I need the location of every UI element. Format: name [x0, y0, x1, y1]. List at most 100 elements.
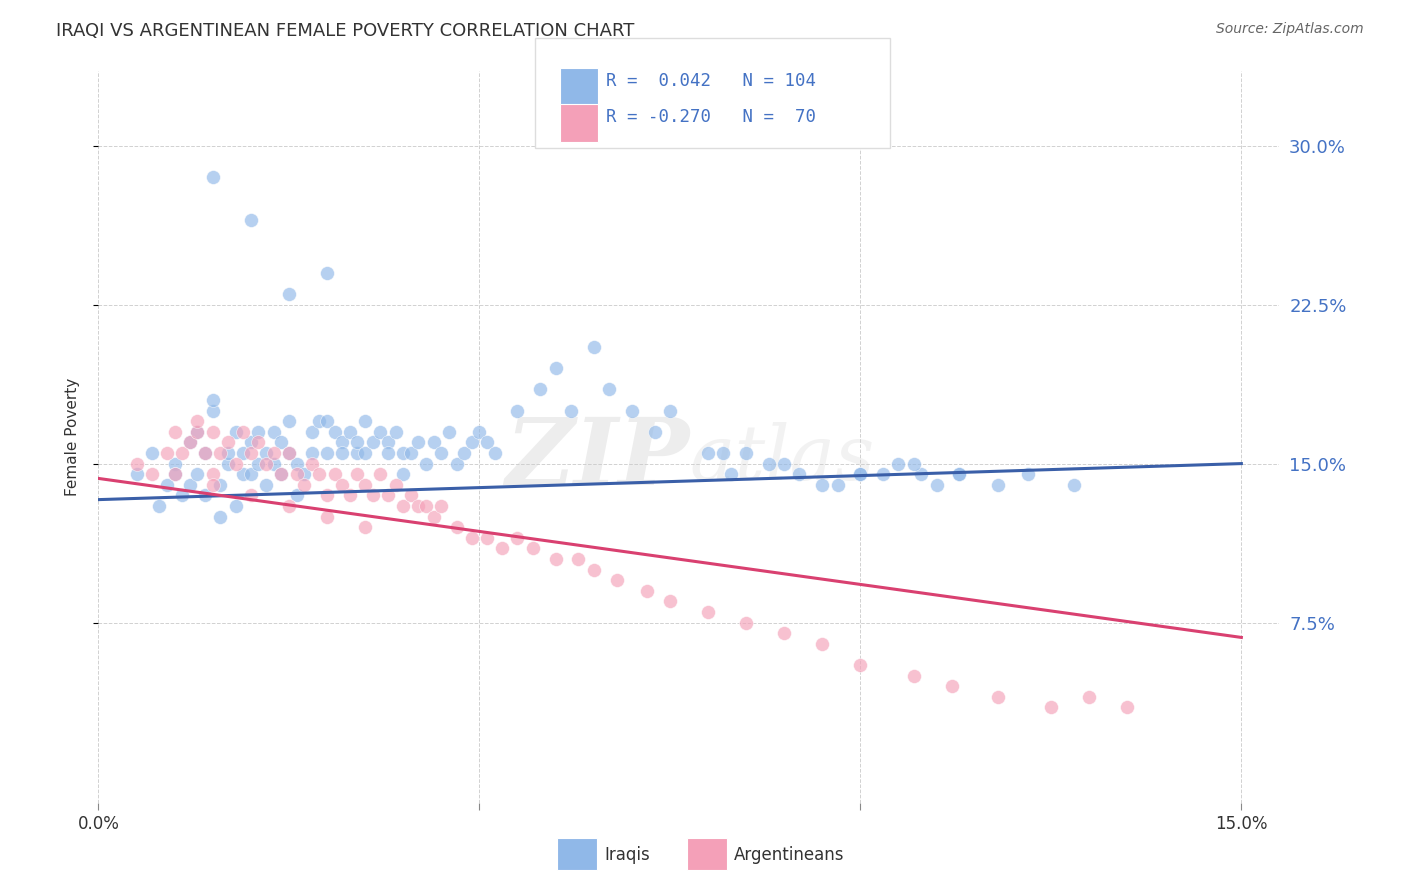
Point	[437, 425, 460, 439]
Point	[217, 446, 239, 460]
Point	[453, 446, 475, 460]
Point	[773, 626, 796, 640]
Point	[567, 552, 589, 566]
Point	[186, 425, 208, 439]
Point	[292, 477, 315, 491]
Point	[446, 520, 468, 534]
Point	[903, 457, 925, 471]
Text: R = -0.270   N =  70: R = -0.270 N = 70	[606, 109, 817, 127]
Point	[125, 457, 148, 471]
Point	[194, 446, 217, 460]
Point	[598, 383, 620, 397]
Text: Argentineans: Argentineans	[734, 847, 845, 864]
Point	[330, 446, 353, 460]
Point	[270, 467, 292, 482]
Point	[415, 457, 437, 471]
Point	[263, 457, 285, 471]
Point	[811, 637, 834, 651]
Point	[156, 446, 179, 460]
Point	[720, 467, 742, 482]
Point	[849, 467, 872, 482]
Point	[270, 467, 292, 482]
Point	[201, 392, 224, 407]
Point	[301, 425, 323, 439]
Point	[148, 499, 170, 513]
Point	[239, 446, 262, 460]
Point	[201, 403, 224, 417]
Point	[773, 457, 796, 471]
Point	[186, 425, 208, 439]
Point	[254, 446, 277, 460]
Point	[163, 467, 186, 482]
Point	[277, 446, 299, 460]
Point	[361, 435, 384, 450]
Point	[232, 425, 254, 439]
Point	[163, 457, 186, 471]
Point	[201, 467, 224, 482]
Point	[392, 499, 415, 513]
Point	[475, 531, 498, 545]
Point	[399, 488, 422, 502]
Point	[225, 499, 247, 513]
Point	[849, 467, 872, 482]
Point	[1078, 690, 1101, 704]
Point	[484, 446, 506, 460]
Point	[270, 435, 292, 450]
Point	[247, 457, 270, 471]
Text: atlas: atlas	[689, 422, 875, 496]
Point	[620, 403, 643, 417]
Point	[925, 477, 948, 491]
Point	[163, 425, 186, 439]
Point	[903, 668, 925, 682]
Point	[697, 446, 720, 460]
Point	[392, 446, 415, 460]
Point	[377, 446, 399, 460]
Point	[217, 457, 239, 471]
Point	[277, 414, 299, 428]
Point	[415, 499, 437, 513]
Point	[186, 414, 208, 428]
Point	[491, 541, 513, 556]
Point	[354, 477, 377, 491]
Point	[384, 477, 406, 491]
Point	[239, 212, 262, 227]
Point	[544, 552, 567, 566]
Point	[735, 446, 758, 460]
Point	[1039, 700, 1062, 714]
Point	[285, 457, 308, 471]
Text: ZIP: ZIP	[505, 414, 689, 504]
Point	[582, 563, 605, 577]
Point	[758, 457, 780, 471]
Point	[301, 446, 323, 460]
Text: Source: ZipAtlas.com: Source: ZipAtlas.com	[1216, 22, 1364, 37]
Point	[179, 435, 201, 450]
Point	[506, 531, 529, 545]
FancyBboxPatch shape	[560, 68, 598, 106]
Point	[361, 488, 384, 502]
Point	[658, 594, 681, 608]
Point	[986, 477, 1008, 491]
Point	[201, 425, 224, 439]
Point	[179, 477, 201, 491]
Point	[446, 457, 468, 471]
Point	[468, 425, 491, 439]
Point	[232, 446, 254, 460]
FancyBboxPatch shape	[560, 104, 598, 143]
Point	[141, 467, 163, 482]
Point	[948, 467, 970, 482]
Point	[239, 467, 262, 482]
Point	[323, 467, 346, 482]
Point	[209, 446, 232, 460]
Point	[156, 477, 179, 491]
Point	[529, 383, 551, 397]
Point	[789, 467, 811, 482]
Point	[209, 509, 232, 524]
Point	[370, 467, 392, 482]
Point	[201, 170, 224, 185]
Point	[422, 509, 444, 524]
Point	[354, 446, 377, 460]
Point	[263, 425, 285, 439]
Point	[316, 266, 339, 280]
Point	[522, 541, 544, 556]
Point	[377, 435, 399, 450]
